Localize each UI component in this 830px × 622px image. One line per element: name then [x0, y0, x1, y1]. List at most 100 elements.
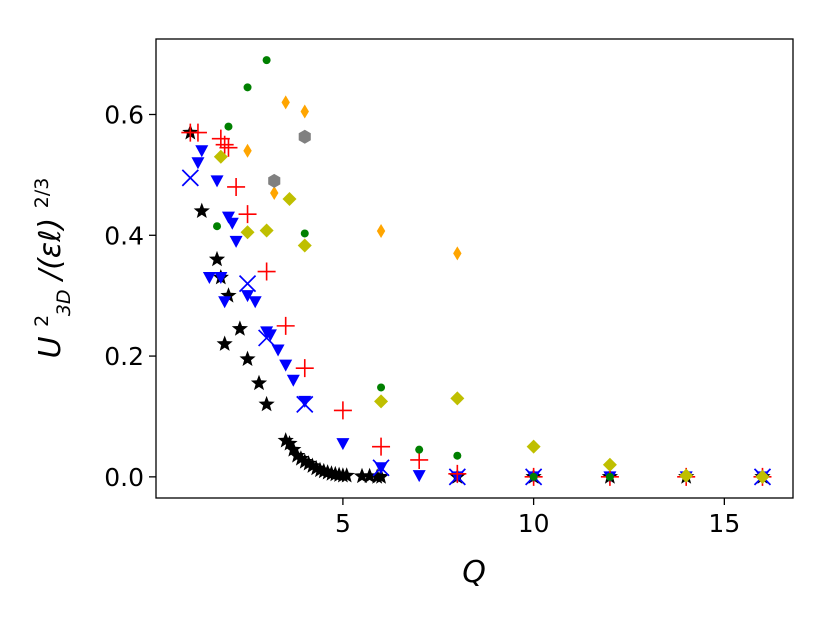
triangle-down-point: [271, 344, 285, 357]
thin-diamond-point: [453, 246, 462, 261]
triangle-down-point: [191, 157, 205, 170]
thin-diamond-point: [243, 143, 252, 158]
triangle-down-point: [221, 211, 235, 224]
plus-point: [215, 135, 234, 154]
triangle-down-point: [202, 272, 216, 285]
y-tick-label: 0.6: [104, 100, 144, 129]
triangle-down-point: [210, 175, 224, 188]
y-tick-label: 0.4: [104, 221, 144, 250]
circle-point: [224, 122, 233, 131]
diamond-point: [282, 192, 297, 207]
star-point: [239, 350, 256, 366]
diamond-point: [450, 391, 465, 406]
x-axis-label: Q: [462, 555, 486, 590]
diamond-point: [240, 225, 255, 240]
triangle-down-point: [225, 217, 239, 230]
star-point: [220, 287, 237, 303]
diamond-point: [755, 469, 770, 484]
triangle-down-point: [218, 296, 232, 309]
star-point: [300, 455, 317, 471]
x-point: [181, 169, 199, 187]
series-thin-diamond: [243, 95, 462, 261]
y-tick-label: 0.0: [104, 463, 144, 492]
circle-point: [605, 472, 614, 481]
series-circle: [213, 56, 767, 481]
triangle-down-point: [336, 438, 350, 451]
triangle-down-point: [241, 290, 255, 303]
star-point: [250, 374, 268, 391]
data-marks: [181, 56, 772, 486]
x-tick-label: 15: [708, 509, 740, 538]
triangle-down-point: [248, 296, 262, 309]
x-point: [372, 459, 390, 477]
plus-point: [448, 464, 467, 483]
triangle-down-point: [195, 145, 209, 158]
x-point: [296, 395, 314, 413]
diamond-point: [602, 457, 617, 472]
circle-point: [213, 222, 222, 231]
diamond-point: [259, 223, 274, 238]
circle-point: [453, 451, 462, 460]
plus-point: [238, 205, 257, 224]
circle-point: [415, 445, 424, 454]
plus-point: [188, 123, 207, 142]
plus-point: [227, 177, 246, 196]
triangle-down-point: [279, 359, 293, 372]
diamond-point: [679, 468, 694, 483]
star-point: [258, 395, 275, 412]
triangle-down-point: [298, 395, 312, 408]
thin-diamond-point: [281, 95, 290, 110]
star-point: [353, 467, 371, 484]
star-point: [304, 457, 321, 473]
series-triangle-down: [191, 145, 769, 484]
star-point: [289, 447, 306, 463]
star-point: [281, 435, 298, 451]
circle-point: [243, 83, 252, 92]
star-point: [208, 250, 226, 267]
circle-point: [262, 56, 271, 65]
diamond-point: [297, 238, 312, 253]
y-label-rest: /(εℓ): [33, 218, 68, 283]
plus-point: [276, 316, 295, 335]
y-label-exp: 2/3: [31, 178, 53, 209]
star-point: [338, 467, 355, 483]
plus-point: [295, 359, 314, 378]
x-point: [258, 329, 276, 347]
thin-diamond-point: [300, 104, 309, 119]
plus-point: [219, 138, 238, 157]
star-point: [193, 202, 210, 218]
circle-point: [529, 472, 538, 481]
triangle-down-point: [229, 235, 243, 248]
plus-point: [372, 437, 391, 456]
y-label-base: U: [33, 336, 68, 358]
diamond-point: [526, 439, 541, 454]
triangle-down-point: [214, 272, 228, 285]
hexagon-point: [298, 129, 311, 144]
diamond-point: [374, 394, 389, 409]
star-point: [292, 450, 309, 466]
circle-point: [300, 229, 309, 238]
triangle-down-point: [263, 329, 277, 342]
thin-diamond-point: [376, 224, 386, 239]
star-point: [216, 335, 233, 351]
star-point: [231, 320, 248, 336]
plus-point: [333, 401, 352, 420]
plus-point: [257, 262, 276, 281]
plus-point: [410, 450, 429, 469]
star-point: [373, 468, 390, 484]
series-hexagon: [268, 129, 311, 188]
triangle-down-point: [286, 374, 300, 387]
triangle-down-point: [412, 470, 426, 483]
star-point: [285, 441, 302, 457]
thin-diamond-point: [270, 186, 279, 201]
x-tick-label: 5: [335, 509, 351, 538]
x-tick-label: 10: [518, 509, 550, 538]
y-tick-label: 0.2: [104, 342, 144, 371]
y-axis-label: U 2 3D /(εℓ) 2/3: [21, 178, 78, 359]
star-point: [361, 467, 378, 484]
diamond-point: [213, 149, 228, 164]
y-label-sub: 3D: [53, 289, 75, 316]
circle-point: [377, 383, 386, 392]
series-diamond: [213, 149, 770, 484]
